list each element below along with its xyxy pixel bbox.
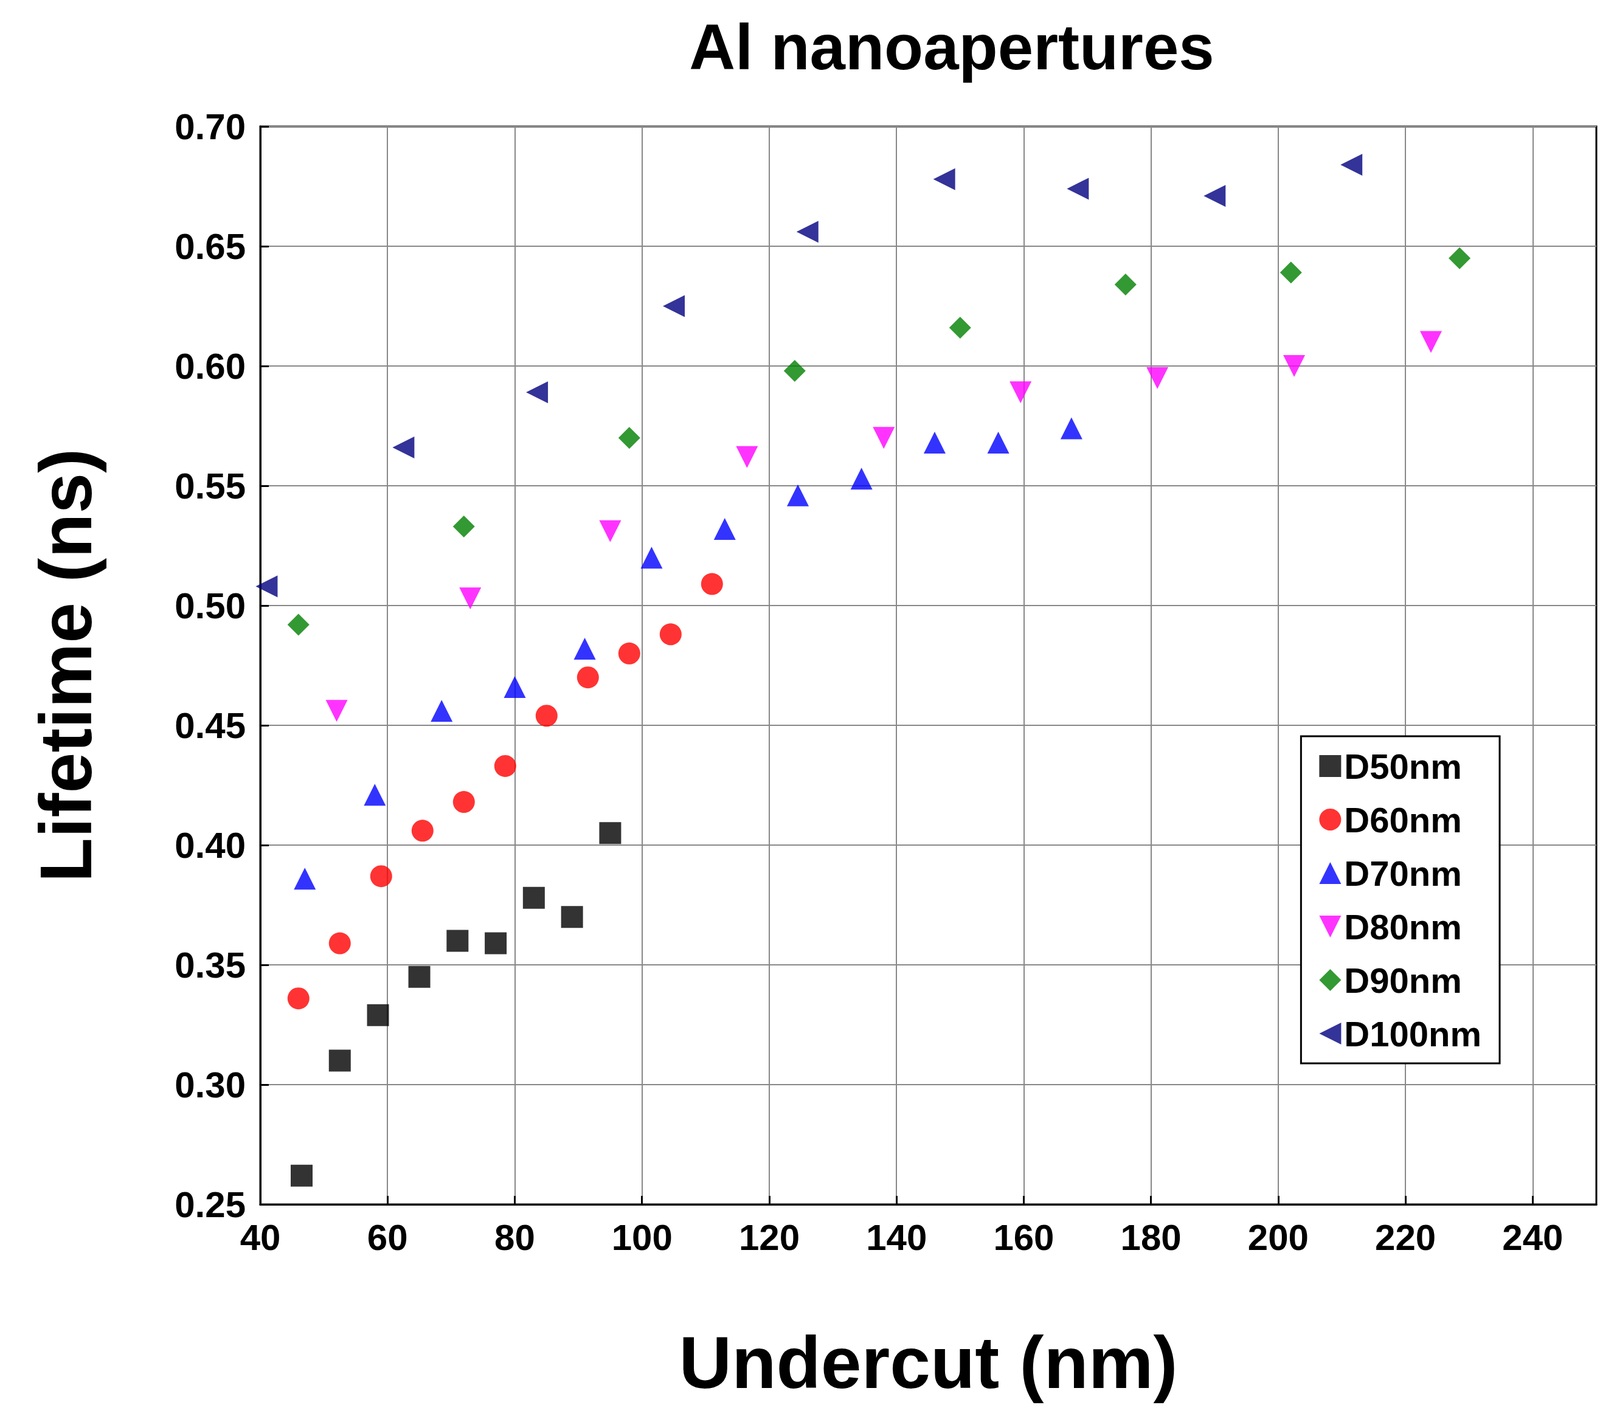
svg-text:240: 240 xyxy=(1502,1217,1563,1259)
svg-text:140: 140 xyxy=(865,1217,927,1259)
svg-text:200: 200 xyxy=(1247,1217,1309,1259)
svg-text:0.50: 0.50 xyxy=(174,585,246,627)
svg-text:0.60: 0.60 xyxy=(174,346,246,387)
svg-text:0.30: 0.30 xyxy=(174,1064,246,1106)
svg-text:60: 60 xyxy=(367,1217,409,1259)
svg-text:D90nm: D90nm xyxy=(1343,960,1462,1001)
svg-text:80: 80 xyxy=(494,1217,536,1259)
svg-text:0.55: 0.55 xyxy=(174,465,246,507)
svg-text:220: 220 xyxy=(1374,1217,1436,1259)
svg-text:0.45: 0.45 xyxy=(174,705,246,747)
svg-text:Undercut (nm): Undercut (nm) xyxy=(679,1322,1178,1404)
svg-text:120: 120 xyxy=(738,1217,800,1259)
svg-text:Lifetime (ns): Lifetime (ns) xyxy=(24,448,107,883)
svg-text:0.35: 0.35 xyxy=(174,945,246,986)
svg-text:D60nm: D60nm xyxy=(1343,800,1462,840)
svg-text:0.40: 0.40 xyxy=(174,825,246,866)
svg-text:D80nm: D80nm xyxy=(1343,907,1462,947)
svg-text:D70nm: D70nm xyxy=(1343,853,1462,894)
svg-text:D50nm: D50nm xyxy=(1343,746,1462,787)
svg-text:0.25: 0.25 xyxy=(174,1184,246,1226)
svg-text:180: 180 xyxy=(1120,1217,1182,1259)
svg-text:100: 100 xyxy=(611,1217,673,1259)
svg-text:D100nm: D100nm xyxy=(1343,1014,1482,1054)
svg-text:Al nanoapertures: Al nanoapertures xyxy=(689,11,1215,83)
svg-text:0.65: 0.65 xyxy=(174,226,246,267)
svg-text:160: 160 xyxy=(993,1217,1054,1259)
svg-text:0.70: 0.70 xyxy=(174,106,246,148)
svg-text:40: 40 xyxy=(240,1217,281,1259)
